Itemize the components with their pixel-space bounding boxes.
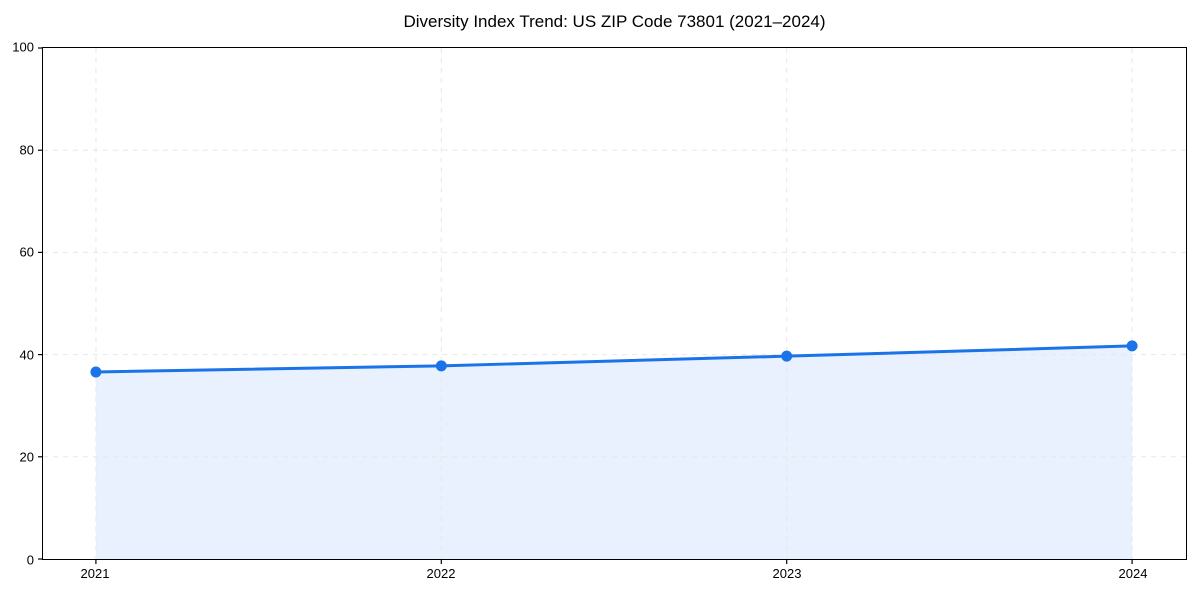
- y-axis-tick-label: 60: [19, 244, 34, 260]
- area-fill: [95, 345, 1133, 559]
- x-axis-tick-label: 2021: [80, 566, 110, 581]
- data-point-marker: [1126, 340, 1138, 352]
- data-point-marker: [90, 366, 102, 378]
- trend-line: [94, 344, 1134, 374]
- chart-canvas: [38, 47, 1186, 564]
- data-point-marker: [435, 360, 447, 372]
- chart-title: Diversity Index Trend: US ZIP Code 73801…: [403, 12, 826, 31]
- x-axis-tick-label: 2024: [1118, 566, 1148, 581]
- y-axis-tick-label: 80: [19, 142, 34, 158]
- x-axis-tick-label: 2023: [772, 566, 802, 581]
- y-axis-tick-label: 100: [12, 39, 34, 55]
- data-point-marker: [781, 350, 793, 362]
- y-axis-tick-label: 40: [19, 347, 34, 363]
- plot-area: [38, 47, 1187, 564]
- y-axis-tick-label: 20: [19, 449, 34, 465]
- x-axis-tick-label: 2022: [426, 566, 456, 581]
- y-axis-tick-label: 0: [26, 552, 34, 568]
